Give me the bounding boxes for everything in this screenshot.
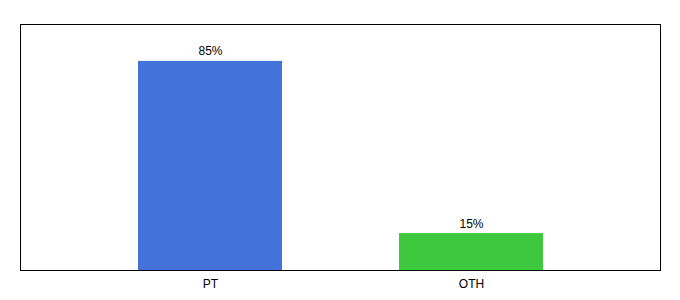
svg-text:15%: 15% — [459, 217, 483, 231]
svg-text:85%: 85% — [198, 44, 222, 58]
svg-text:OTH: OTH — [459, 277, 484, 291]
svg-text:PT: PT — [203, 277, 219, 291]
